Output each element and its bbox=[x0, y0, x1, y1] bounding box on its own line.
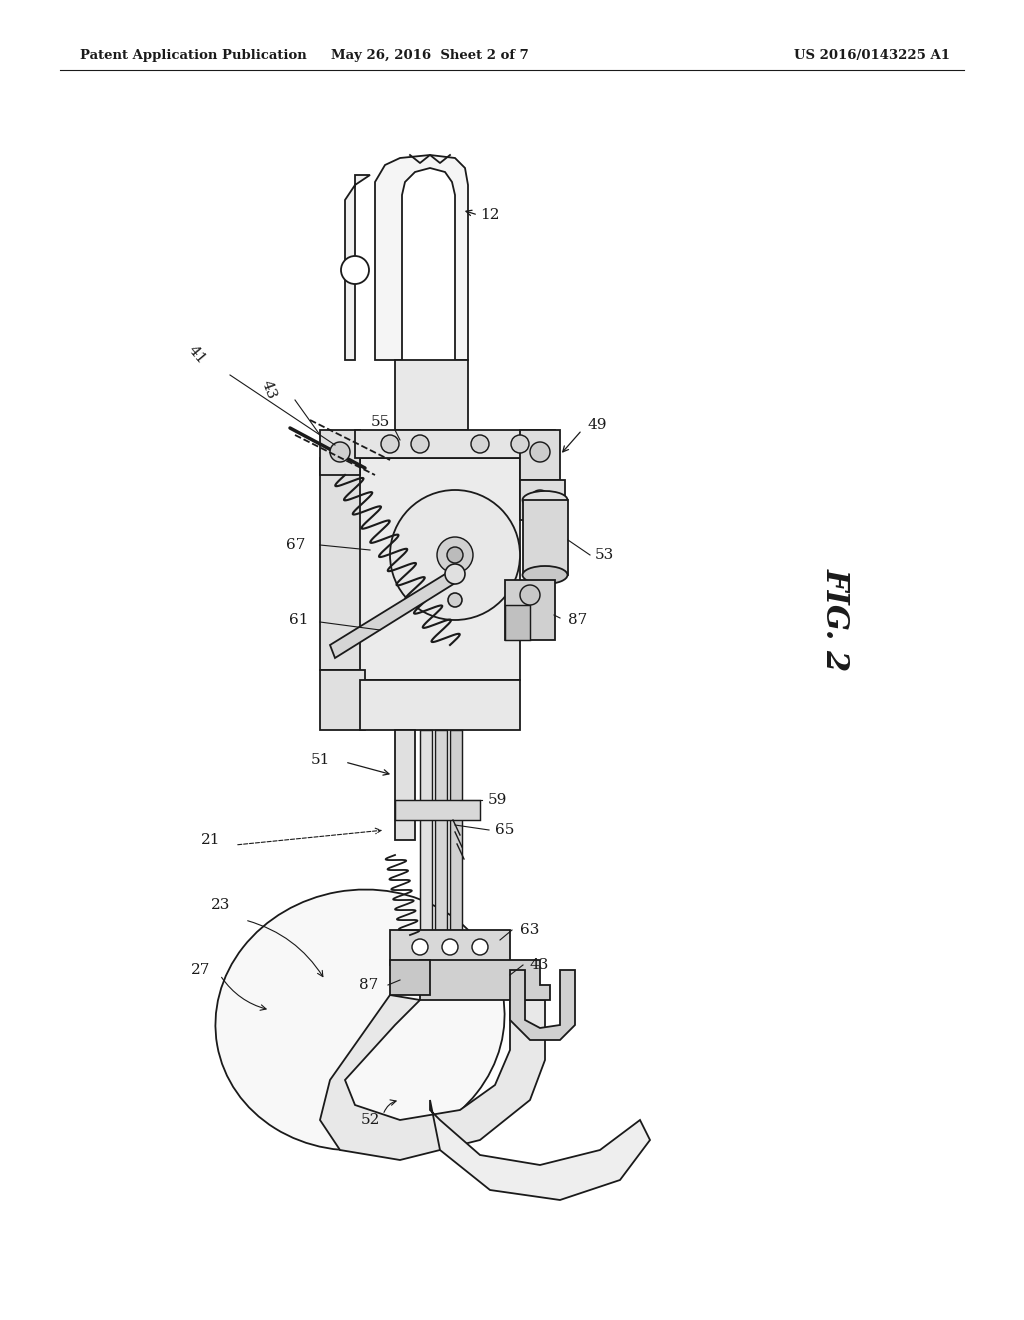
Text: Patent Application Publication: Patent Application Publication bbox=[80, 49, 307, 62]
Text: 63: 63 bbox=[520, 923, 540, 937]
Text: 27: 27 bbox=[190, 964, 210, 977]
Circle shape bbox=[520, 585, 540, 605]
Circle shape bbox=[445, 564, 465, 583]
Ellipse shape bbox=[522, 566, 567, 583]
Polygon shape bbox=[319, 458, 365, 671]
Text: 61: 61 bbox=[289, 612, 308, 627]
Polygon shape bbox=[450, 730, 462, 950]
Circle shape bbox=[511, 436, 529, 453]
Text: 51: 51 bbox=[310, 752, 330, 767]
Circle shape bbox=[411, 436, 429, 453]
Circle shape bbox=[341, 256, 369, 284]
Text: 43: 43 bbox=[258, 379, 278, 401]
Text: 87: 87 bbox=[568, 612, 587, 627]
Text: May 26, 2016  Sheet 2 of 7: May 26, 2016 Sheet 2 of 7 bbox=[331, 49, 528, 62]
Circle shape bbox=[412, 939, 428, 954]
Circle shape bbox=[330, 442, 350, 462]
Polygon shape bbox=[355, 430, 555, 458]
Text: FIG. 2: FIG. 2 bbox=[820, 569, 851, 672]
Polygon shape bbox=[435, 730, 447, 950]
Polygon shape bbox=[505, 579, 555, 640]
Text: 55: 55 bbox=[371, 414, 390, 429]
Polygon shape bbox=[319, 995, 545, 1160]
Polygon shape bbox=[522, 500, 567, 576]
Polygon shape bbox=[345, 176, 370, 360]
Polygon shape bbox=[319, 671, 365, 730]
Text: 52: 52 bbox=[360, 1113, 380, 1127]
Text: 41: 41 bbox=[185, 343, 208, 367]
Text: 59: 59 bbox=[488, 793, 507, 807]
Polygon shape bbox=[395, 360, 468, 430]
Polygon shape bbox=[390, 931, 510, 965]
Polygon shape bbox=[375, 154, 468, 360]
Polygon shape bbox=[520, 430, 560, 480]
Text: 43: 43 bbox=[530, 958, 549, 972]
Text: 21: 21 bbox=[201, 833, 220, 847]
Text: 12: 12 bbox=[480, 209, 500, 222]
Text: 87: 87 bbox=[358, 978, 378, 993]
Text: US 2016/0143225 A1: US 2016/0143225 A1 bbox=[794, 49, 950, 62]
Polygon shape bbox=[360, 680, 520, 730]
Circle shape bbox=[381, 436, 399, 453]
Polygon shape bbox=[395, 800, 480, 820]
Text: 49: 49 bbox=[588, 418, 607, 432]
Text: 65: 65 bbox=[495, 822, 514, 837]
Text: 23: 23 bbox=[211, 898, 230, 912]
Circle shape bbox=[449, 593, 462, 607]
Polygon shape bbox=[395, 730, 415, 840]
Circle shape bbox=[447, 546, 463, 564]
Circle shape bbox=[442, 939, 458, 954]
Polygon shape bbox=[510, 970, 575, 1040]
Polygon shape bbox=[420, 960, 550, 1001]
Polygon shape bbox=[430, 1100, 650, 1200]
Text: 53: 53 bbox=[595, 548, 614, 562]
Ellipse shape bbox=[522, 491, 567, 510]
Circle shape bbox=[390, 490, 520, 620]
Text: 67: 67 bbox=[286, 539, 305, 552]
Circle shape bbox=[437, 537, 473, 573]
Ellipse shape bbox=[215, 890, 505, 1151]
Polygon shape bbox=[420, 730, 432, 950]
Polygon shape bbox=[390, 960, 430, 995]
Circle shape bbox=[471, 436, 489, 453]
Polygon shape bbox=[505, 605, 530, 640]
Polygon shape bbox=[520, 480, 565, 520]
Circle shape bbox=[530, 490, 550, 510]
Polygon shape bbox=[330, 568, 460, 657]
Polygon shape bbox=[360, 458, 520, 680]
Circle shape bbox=[472, 939, 488, 954]
Polygon shape bbox=[319, 430, 360, 475]
Circle shape bbox=[530, 442, 550, 462]
